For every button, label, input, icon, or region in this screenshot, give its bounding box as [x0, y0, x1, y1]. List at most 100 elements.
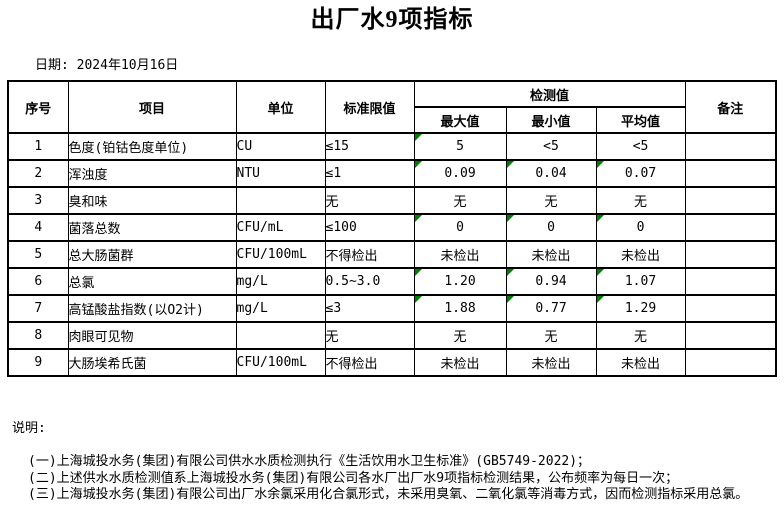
cell-avg: 0.07 — [595, 159, 686, 188]
table-row: 8 肉眼可见物 无 无 无 无 — [7, 321, 777, 350]
cell-min: 未检出 — [505, 240, 597, 269]
cell-limit: 无 — [324, 186, 415, 215]
water-quality-table: 序号 项目 单位 标准限值 检测值 备注 最大值 最小值 平均值 1 色度(铂钴色… — [7, 80, 778, 377]
cell-limit-text: ≤1 — [325, 166, 342, 181]
col-header-no: 序号 — [7, 80, 69, 134]
cell-no-text: 1 — [34, 139, 43, 154]
cell-avg: 未检出 — [595, 348, 686, 377]
cell-limit-text: 无 — [325, 330, 339, 345]
comment-indicator-icon — [507, 297, 514, 303]
cell-unit: mg/L — [235, 267, 326, 296]
cell-remark — [684, 321, 777, 350]
cell-min-text: <5 — [543, 139, 559, 154]
cell-item: 高锰酸盐指数(以O2计) — [67, 294, 237, 323]
cell-no: 5 — [7, 240, 69, 269]
comment-indicator-icon — [597, 162, 604, 168]
cell-unit-text: CU — [236, 139, 253, 154]
page-title: 出厂水9项指标 — [310, 7, 474, 33]
table-row: 9 大肠埃希氏菌 CFU/100mL 不得检出 未检出 未检出 未检出 — [7, 348, 777, 377]
cell-no: 9 — [7, 348, 69, 377]
cell-unit: CU — [235, 132, 326, 161]
cell-remark — [684, 267, 777, 296]
cell-avg: 未检出 — [595, 240, 686, 269]
header-row-top: 序号 项目 单位 标准限值 检测值 备注 — [7, 80, 777, 134]
table-row: 1 色度(铂钴色度单位) CU ≤15 5 <5 <5 — [7, 132, 777, 161]
table-header: 序号 项目 单位 标准限值 检测值 备注 最大值 最小值 平均值 — [7, 80, 777, 134]
cell-no: 8 — [7, 321, 69, 350]
cell-max: 1.20 — [413, 267, 507, 296]
table-row: 6 总氯 mg/L 0.5~3.0 1.20 0.94 1.07 — [7, 267, 777, 296]
cell-unit — [235, 186, 326, 215]
cell-item: 肉眼可见物 — [67, 321, 237, 350]
table-row: 5 总大肠菌群 CFU/100mL 不得检出 未检出 未检出 未检出 — [7, 240, 777, 269]
cell-no-text: 5 — [34, 247, 43, 262]
cell-min-text: 0.94 — [535, 274, 567, 289]
cell-max-text: 无 — [453, 195, 467, 210]
cell-avg-text: 1.07 — [624, 274, 657, 289]
cell-item-text: 色度(铂钴色度单位) — [68, 141, 189, 156]
comment-indicator-icon — [415, 297, 422, 303]
cell-item: 浑浊度 — [67, 159, 237, 188]
cell-item: 总氯 — [67, 267, 237, 296]
comment-indicator-icon — [597, 270, 604, 276]
cell-item-text: 总大肠菌群 — [68, 249, 134, 264]
cell-item: 总大肠菌群 — [67, 240, 237, 269]
cell-limit: ≤3 — [324, 294, 415, 323]
cell-avg-text: 0 — [636, 220, 645, 235]
cell-max-text: 5 — [456, 139, 464, 154]
cell-no: 7 — [7, 294, 69, 323]
cell-item-text: 肉眼可见物 — [68, 330, 134, 345]
cell-min: 0.77 — [505, 294, 597, 323]
col-header-unit: 单位 — [235, 80, 326, 134]
cell-max: 未检出 — [413, 240, 507, 269]
cell-item: 色度(铂钴色度单位) — [67, 132, 237, 161]
cell-limit-text: 0.5~3.0 — [325, 274, 381, 289]
cell-max-text: 0 — [456, 220, 464, 235]
cell-unit: CFU/mL — [235, 213, 326, 242]
cell-min-text: 0 — [547, 220, 555, 235]
cell-avg: 1.07 — [595, 267, 686, 296]
cell-min-text: 无 — [544, 330, 558, 345]
cell-limit-text: ≤15 — [325, 139, 349, 154]
cell-limit: 不得检出 — [324, 348, 415, 377]
table-row: 7 高锰酸盐指数(以O2计) mg/L ≤3 1.88 0.77 1.29 — [7, 294, 777, 323]
cell-min-text: 0.77 — [535, 301, 567, 316]
cell-unit: mg/L — [235, 294, 326, 323]
cell-remark — [684, 294, 777, 323]
cell-remark — [684, 240, 777, 269]
cell-item: 大肠埃希氏菌 — [67, 348, 237, 377]
col-header-detection: 检测值 — [413, 80, 686, 108]
cell-avg-text: 未检出 — [621, 357, 661, 372]
cell-limit: ≤100 — [324, 213, 415, 242]
col-header-max: 最大值 — [413, 106, 507, 134]
cell-limit-text: 无 — [325, 195, 339, 210]
col-header-min: 最小值 — [505, 106, 597, 134]
cell-unit-text: NTU — [236, 166, 260, 181]
cell-avg-text: 未检出 — [621, 249, 661, 264]
cell-no: 2 — [7, 159, 69, 188]
cell-avg-text: 1.29 — [624, 301, 657, 316]
header-row-sub: 最大值 最小值 平均值 — [8, 106, 776, 134]
cell-min-text: 无 — [544, 195, 558, 210]
comment-indicator-icon — [507, 162, 514, 168]
cell-avg: 0 — [595, 213, 686, 242]
comment-indicator-icon — [415, 135, 422, 141]
cell-no-text: 3 — [34, 193, 43, 208]
cell-no-text: 6 — [34, 274, 43, 289]
note-item: (三)上海城投水务(集团)有限公司出厂水余氯采用化合氯形式，未采用臭氧、二氧化氯… — [28, 487, 749, 502]
cell-item-text: 菌落总数 — [68, 222, 121, 237]
comment-indicator-icon — [415, 270, 422, 276]
cell-no-text: 4 — [34, 220, 43, 235]
cell-max: 1.88 — [413, 294, 507, 323]
cell-unit-text: CFU/100mL — [236, 247, 307, 262]
table-row: 3 臭和味 无 无 无 无 — [7, 186, 777, 215]
cell-remark — [684, 132, 777, 161]
cell-min-text: 0.04 — [535, 166, 567, 181]
cell-remark — [684, 213, 777, 242]
cell-max-text: 未检出 — [440, 249, 480, 264]
cell-item-text: 浑浊度 — [68, 168, 108, 183]
cell-remark — [684, 159, 777, 188]
cell-avg: <5 — [595, 132, 686, 161]
cell-limit: 0.5~3.0 — [324, 267, 415, 296]
